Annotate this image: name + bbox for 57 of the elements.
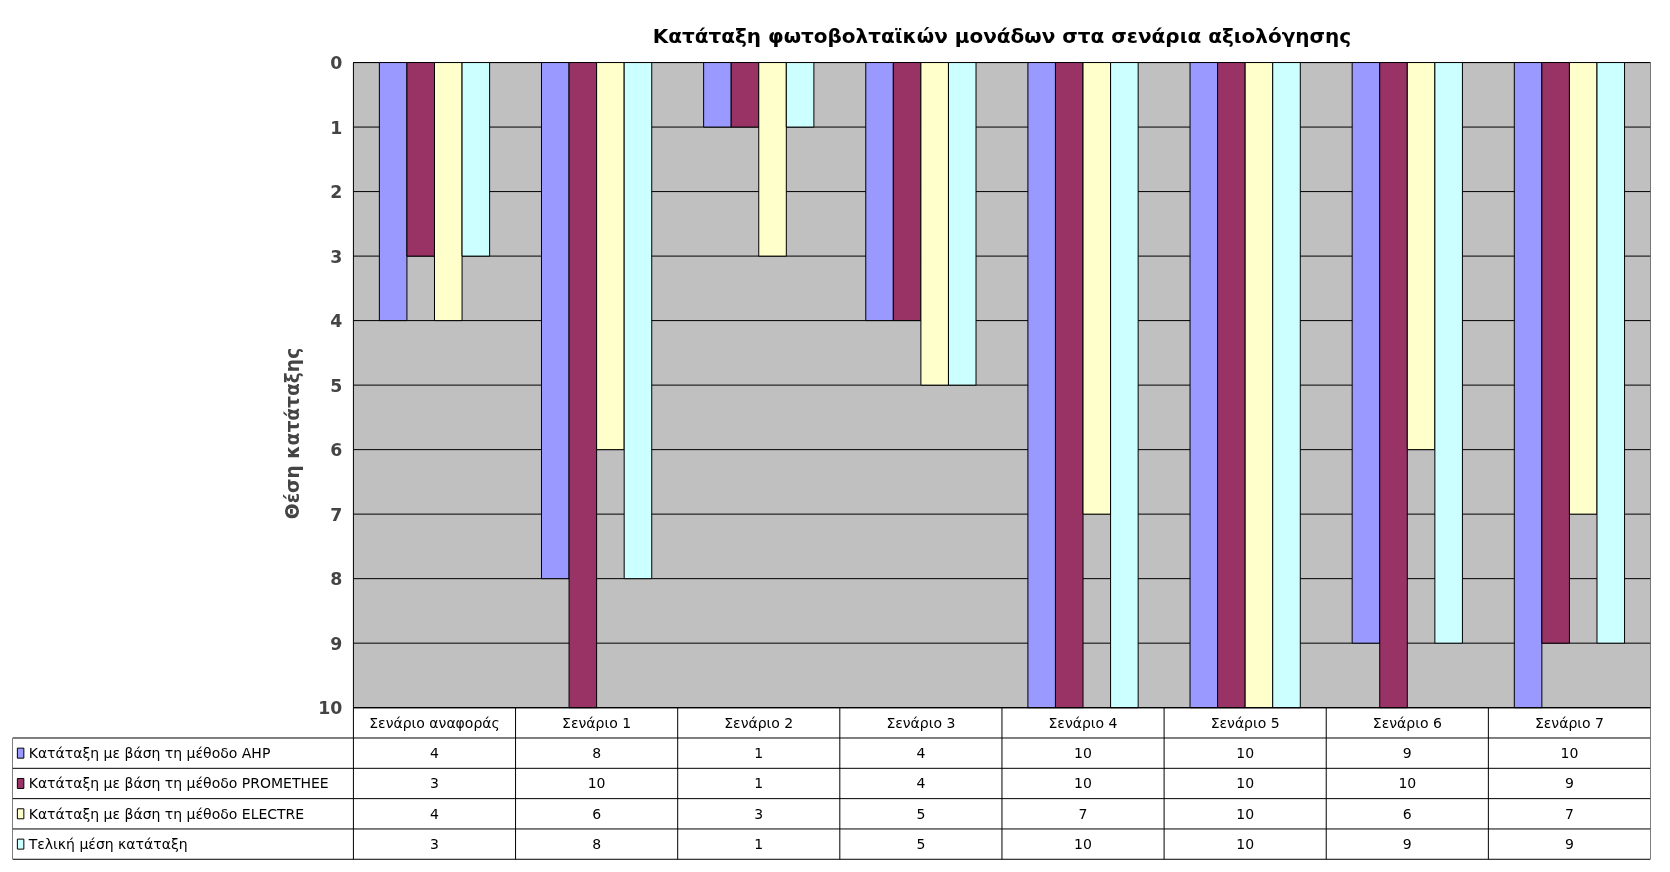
data-label: 7 [1564,805,1574,822]
data-label: 6 [1402,805,1412,822]
data-label: 4 [430,745,440,762]
data-label: 7 [1078,805,1088,822]
data-label: 5 [916,836,926,853]
data-label: 4 [430,805,440,822]
data-label: 10 [1236,775,1255,792]
y-tick-label: 10 [318,698,343,719]
data-label: 5 [916,805,926,822]
y-tick-label: 8 [330,569,343,590]
data-label: 8 [592,745,602,762]
data-label: 10 [1236,805,1255,822]
data-label: 10 [1398,775,1417,792]
legend-label: Τελική μέση κατάταξη [27,836,188,853]
data-label: 10 [1236,745,1255,762]
data-label: 4 [916,745,926,762]
data-label: 1 [754,836,764,853]
x-tick-label: Σενάριο 7 [1534,714,1604,731]
data-label: 1 [754,775,764,792]
data-label: 10 [1074,836,1092,853]
y-axis-title: Θέση κατάταξης [282,347,304,520]
y-tick-label: 6 [330,440,343,461]
data-label: 10 [1236,836,1255,853]
y-tick-label: 4 [330,311,343,332]
data-label: 3 [430,836,439,853]
y-tick-label: 9 [330,633,343,654]
data-label: 10 [1074,775,1092,792]
data-label: 9 [1402,745,1412,762]
legend-label: Κατάταξη με βάση τη μέθοδο AHP [28,745,271,762]
x-tick-label: Σενάριο 5 [1210,714,1280,731]
data-label: 9 [1564,836,1574,853]
x-tick-label: Σενάριο 6 [1372,714,1442,731]
data-label: 10 [1560,745,1579,762]
y-tick-label: 7 [330,504,343,525]
y-tick-label: 2 [330,182,343,203]
data-label: 1 [754,745,764,762]
x-tick-label: Σενάριο 4 [1048,714,1118,731]
data-label: 8 [592,836,602,853]
y-tick-label: 1 [330,117,343,138]
x-tick-label: Σενάριο 1 [562,714,632,731]
data-label: 10 [587,775,606,792]
legend-label: Κατάταξη με βάση τη μέθοδο ELECTRE [28,805,305,822]
y-tick-label: 5 [330,375,343,396]
data-label: 3 [430,775,439,792]
legend-label: Κατάταξη με βάση τη μέθοδο PROMETHEE [28,775,329,792]
x-tick-label: Σενάριο αναφοράς [369,714,500,731]
data-label: 3 [754,805,764,822]
data-label: 10 [1074,745,1092,762]
data-label: 4 [916,775,926,792]
x-tick-label: Σενάριο 2 [724,714,794,731]
data-label: 9 [1402,836,1412,853]
y-tick-label: 3 [330,246,343,267]
data-label: 9 [1564,775,1574,792]
x-tick-label: Σενάριο 3 [886,714,956,731]
chart-title: Κατάταξη φωτοβολταϊκών μονάδων στα σενάρια αξιολόγησης [652,24,1352,49]
y-tick-label: 0 [330,53,343,74]
data-label: 6 [592,805,602,822]
